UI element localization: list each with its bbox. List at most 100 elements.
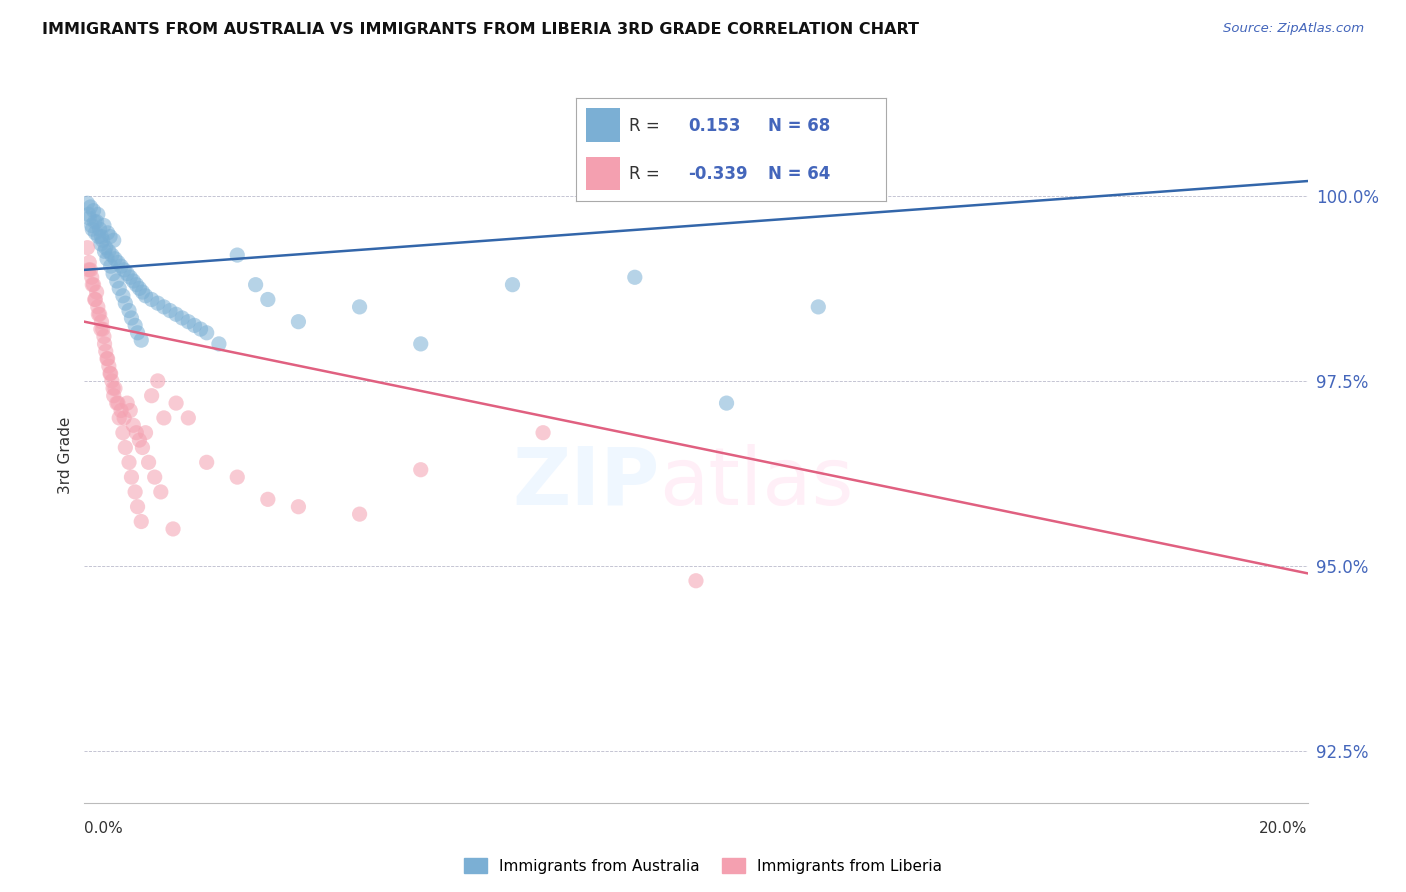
Point (257, 492, 280, 507)
Point (183, 318, 205, 333)
Point (349, 507, 371, 521)
Point (84, 226, 107, 240)
Point (287, 315, 309, 329)
Text: IMMIGRANTS FROM AUSTRALIA VS IMMIGRANTS FROM LIBERIA 3RD GRADE CORRELATION CHART: IMMIGRANTS FROM AUSTRALIA VS IMMIGRANTS … (42, 22, 920, 37)
Point (531, 425, 554, 440)
Text: R =: R = (628, 117, 659, 135)
Point (103, 389, 125, 403)
Point (195, 455, 218, 469)
Point (83, 277, 105, 292)
Point (79, 263, 101, 277)
Point (112, 411, 135, 425)
Point (80, 219, 103, 233)
Bar (586, 157, 620, 190)
Point (107, 255, 129, 269)
Text: N = 68: N = 68 (768, 117, 831, 135)
Point (114, 441, 136, 455)
Point (149, 484, 172, 499)
Point (86, 215, 108, 229)
Point (111, 289, 134, 303)
Point (96, 252, 118, 266)
Point (409, 337, 432, 351)
Point (108, 281, 131, 295)
Point (110, 403, 132, 417)
Point (107, 396, 129, 410)
Point (195, 326, 218, 340)
Point (165, 396, 187, 410)
Point (93, 329, 115, 343)
Point (146, 296, 169, 310)
Point (94, 241, 117, 255)
Point (87, 300, 110, 314)
Point (87, 229, 110, 244)
Point (90, 315, 112, 329)
Point (93, 337, 115, 351)
Point (83, 215, 105, 229)
Point (97, 359, 120, 373)
Point (135, 425, 157, 440)
Point (108, 411, 131, 425)
Point (124, 484, 146, 499)
Point (127, 326, 149, 340)
Point (77, 263, 100, 277)
Point (101, 381, 124, 395)
Point (125, 277, 148, 292)
Point (93, 219, 115, 233)
Point (104, 381, 127, 395)
Text: N = 64: N = 64 (768, 165, 831, 183)
Point (125, 425, 148, 440)
Point (79, 200, 101, 214)
Point (94, 344, 117, 359)
Point (105, 396, 128, 410)
Point (115, 396, 138, 410)
Point (77, 255, 100, 269)
Point (97, 244, 120, 259)
Point (287, 500, 309, 514)
Point (208, 337, 231, 351)
Point (138, 455, 160, 469)
Point (97, 226, 120, 240)
Point (91, 233, 114, 247)
Point (716, 396, 738, 410)
Point (257, 293, 280, 307)
Point (90, 229, 112, 244)
Point (84, 293, 107, 307)
Text: R =: R = (628, 165, 659, 183)
Point (226, 248, 249, 262)
Point (177, 315, 200, 329)
Point (153, 411, 176, 425)
Point (90, 237, 112, 252)
Point (118, 455, 141, 469)
Point (111, 425, 134, 440)
Text: 0.153: 0.153 (688, 117, 741, 135)
Text: 0.0%: 0.0% (84, 822, 124, 837)
Point (131, 285, 153, 299)
Point (131, 441, 153, 455)
Point (103, 233, 125, 247)
Point (146, 374, 169, 388)
Legend: Immigrants from Australia, Immigrants from Liberia: Immigrants from Australia, Immigrants fr… (457, 852, 949, 880)
Text: -0.339: -0.339 (688, 165, 748, 183)
Point (82, 222, 104, 236)
Point (105, 274, 128, 288)
Point (153, 300, 176, 314)
Point (93, 244, 115, 259)
Point (129, 515, 152, 529)
Point (76, 241, 98, 255)
Point (162, 522, 184, 536)
Point (77, 207, 100, 221)
Point (101, 267, 124, 281)
Point (87, 307, 110, 321)
Point (685, 574, 707, 588)
Point (101, 248, 124, 262)
Point (190, 322, 212, 336)
Point (110, 259, 132, 273)
Point (141, 293, 163, 307)
Point (83, 293, 105, 307)
Point (118, 303, 141, 318)
Point (112, 263, 135, 277)
Point (122, 418, 145, 433)
Point (124, 318, 146, 333)
Point (245, 277, 267, 292)
Text: Source: ZipAtlas.com: Source: ZipAtlas.com (1223, 22, 1364, 36)
